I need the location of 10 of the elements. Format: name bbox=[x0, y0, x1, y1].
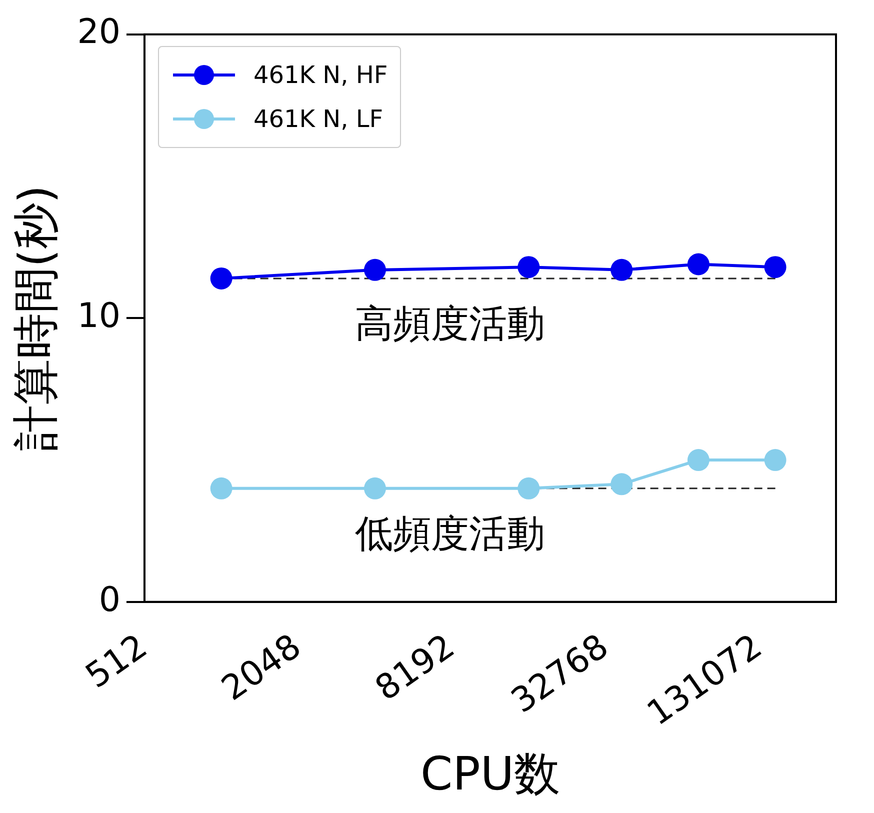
y-axis-title: 計算時間(秒) bbox=[8, 185, 63, 452]
annotation: 高頻度活動 bbox=[355, 301, 546, 346]
x-axis-title: CPU数 bbox=[420, 746, 560, 800]
legend-label: 461K N, LF bbox=[253, 105, 384, 134]
legend-label: 461K N, HF bbox=[253, 61, 388, 90]
x-tick-label: 512 bbox=[78, 626, 155, 696]
y-tick-label: 0 bbox=[98, 580, 120, 620]
annotation: 低頻度活動 bbox=[355, 511, 546, 556]
y-tick-label: 10 bbox=[77, 296, 120, 336]
y-tick-label: 20 bbox=[77, 12, 120, 52]
